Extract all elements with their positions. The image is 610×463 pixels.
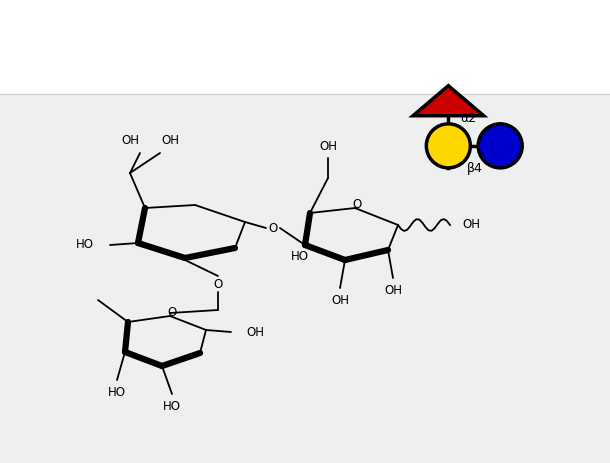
Text: OH: OH (462, 219, 480, 232)
Text: OH: OH (121, 134, 139, 148)
Text: O: O (353, 199, 362, 212)
Polygon shape (413, 86, 484, 116)
Text: OH: OH (319, 139, 337, 152)
Text: HO: HO (291, 250, 309, 263)
Text: HO: HO (76, 238, 94, 251)
Text: OH: OH (384, 283, 402, 296)
Text: HO: HO (163, 400, 181, 413)
Bar (0, 0, 610, 94)
Text: OH: OH (331, 294, 349, 307)
Circle shape (478, 124, 522, 168)
Text: β4: β4 (467, 163, 483, 175)
Text: O: O (214, 277, 223, 290)
Text: OH: OH (246, 325, 264, 338)
Text: O: O (268, 221, 278, 234)
Text: OH: OH (161, 134, 179, 148)
Circle shape (426, 124, 470, 168)
Text: O: O (167, 307, 177, 319)
Bar (0, 94, 610, 463)
Text: HO: HO (108, 386, 126, 399)
Text: α2: α2 (460, 112, 476, 125)
